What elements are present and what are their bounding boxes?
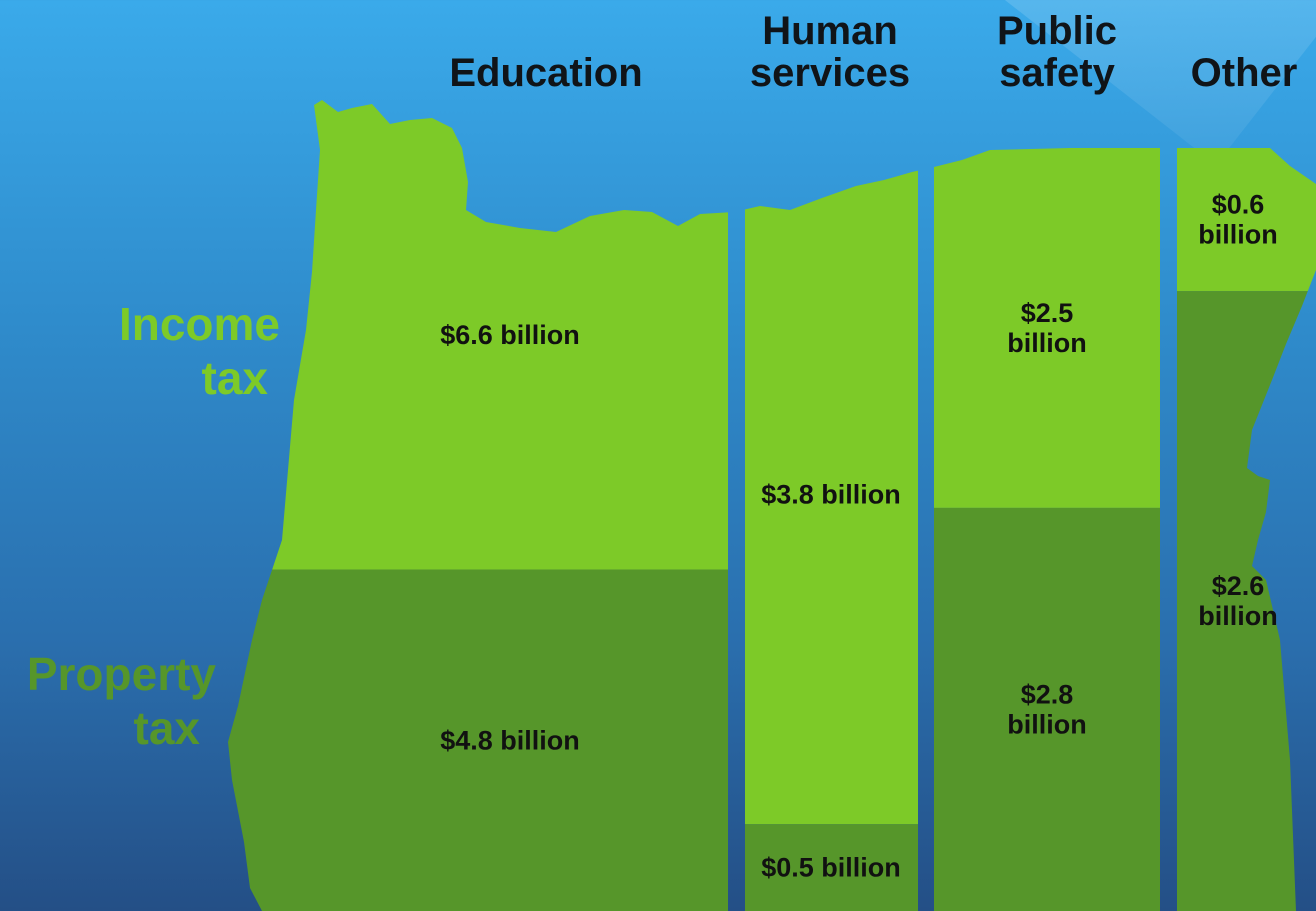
series-label-income-tax: Income tax [119,298,280,404]
value-label-line: $6.6 billion [440,320,580,350]
bar-income-tax-human-services [745,165,918,825]
category-label-public-safety: Public safety [997,9,1117,95]
value-label-line: $4.8 billion [440,725,580,755]
bar-property-tax-public-safety [934,507,1160,911]
series-label-property-tax: Property tax [27,648,217,754]
category-label-education: Education [449,51,642,95]
value-label-line: $2.8 [1021,679,1074,709]
value-label-line: $0.6 [1212,190,1265,220]
series-label-line: tax [134,702,201,754]
value-label-income-tax-public-safety: $2.5 billion [1007,298,1086,358]
category-labels-group: Education Human services Public safety Other [449,9,1297,95]
value-label-line: billion [1198,601,1277,631]
series-label-line: Property [27,648,217,700]
category-label-line: Public [997,9,1117,53]
bar-property-tax-education [228,569,728,911]
bar-income-tax-public-safety [934,148,1160,508]
value-label-property-tax-other: $2.6 billion [1198,571,1277,631]
bar-property-tax-human-services [745,824,918,911]
value-label-property-tax-education: $4.8 billion [440,725,580,755]
value-label-income-tax-education: $6.6 billion [440,320,580,350]
category-label-line: Education [449,51,642,95]
bars-group [228,100,1316,911]
value-label-income-tax-human-services: $3.8 billion [761,480,901,510]
value-label-line: $2.6 [1212,571,1265,601]
category-label-line: Other [1191,51,1298,95]
category-label-human-services: Human services [750,9,910,95]
value-label-property-tax-public-safety: $2.8 billion [1007,679,1086,739]
series-label-line: Income [119,298,280,350]
value-label-line: billion [1007,709,1086,739]
category-label-line: safety [999,51,1115,95]
bar-income-tax-other [1177,148,1316,292]
value-label-line: billion [1198,220,1277,250]
value-label-line: billion [1007,328,1086,358]
series-label-line: tax [202,352,269,404]
category-label-line: services [750,51,910,95]
category-label-other: Other [1191,51,1298,95]
value-label-income-tax-other: $0.6 billion [1198,190,1277,250]
category-label-line: Human [762,9,898,53]
value-label-property-tax-human-services: $0.5 billion [761,853,901,883]
bar-income-tax-education [228,100,728,570]
value-label-line: $3.8 billion [761,480,901,510]
value-label-line: $0.5 billion [761,853,901,883]
value-label-line: $2.5 [1021,298,1074,328]
value-labels-group: $6.6 billion $4.8 billion $3.8 billion $0.5… [440,190,1278,883]
